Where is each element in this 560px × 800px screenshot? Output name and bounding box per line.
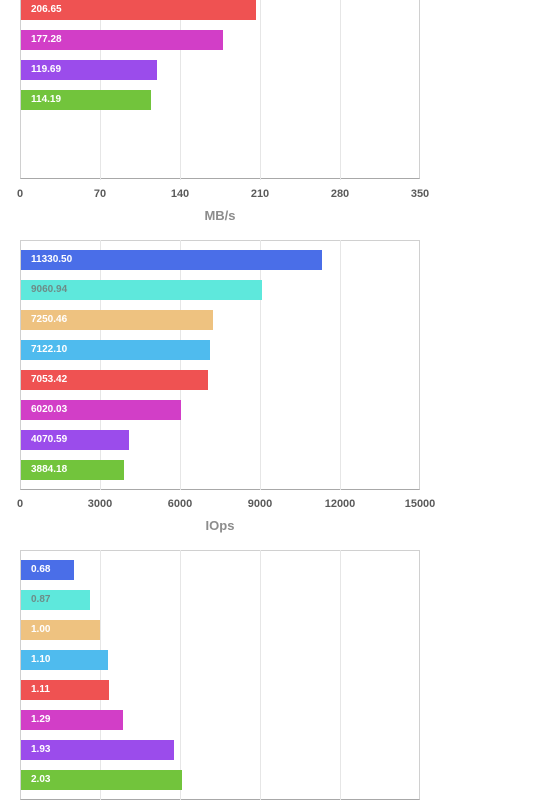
bar-value-label: 7250.46 — [31, 314, 68, 325]
bar-value-label: 2.03 — [31, 774, 51, 785]
bar — [21, 60, 157, 80]
bar-value-label: 119.69 — [31, 64, 62, 75]
bar-value-label: 0.87 — [31, 594, 51, 605]
bar-value-label: 3884.18 — [31, 464, 68, 475]
gridline — [340, 240, 341, 490]
bar-value-label: 177.28 — [31, 34, 62, 45]
bar-value-label: 114.19 — [31, 94, 62, 105]
bar-value-label: 1.00 — [31, 624, 51, 635]
x-tick-label: 15000 — [404, 498, 436, 510]
gridline — [180, 550, 181, 800]
bar — [21, 430, 129, 450]
x-axis-title-iops: IOps — [205, 518, 235, 533]
bar-value-label: 7053.42 — [31, 374, 68, 385]
bar — [21, 740, 175, 760]
bar — [21, 280, 262, 300]
chart-iops: 11330.50 9060.94 7250.46 7122.10 7053.42 6020… — [20, 240, 420, 490]
bar — [21, 460, 124, 480]
bar — [21, 650, 108, 670]
gridline — [260, 0, 261, 180]
bar-value-label: 1.29 — [31, 714, 51, 725]
chart-frame — [20, 0, 420, 179]
gridline — [100, 550, 101, 800]
bar-value-label: 4070.59 — [31, 434, 68, 445]
bar — [21, 620, 100, 640]
x-tick-label: 140 — [170, 188, 190, 200]
bar — [21, 0, 257, 20]
x-axis-title-throughput: MB/s — [204, 208, 236, 223]
bar — [21, 250, 323, 270]
chart-latency: 0.68 0.87 1.00 1.10 1.11 1.29 1.93 2.03 — [20, 550, 420, 800]
bar-value-label: 9060.94 — [31, 284, 68, 295]
x-tick-label: 350 — [410, 188, 430, 200]
bar-value-label: 1.11 — [31, 684, 50, 695]
bar — [21, 90, 151, 110]
bar — [21, 770, 183, 790]
bar — [21, 340, 210, 360]
bar-value-label: 7122.10 — [31, 344, 68, 355]
gridline — [180, 0, 181, 180]
x-tick-label: 0 — [16, 188, 24, 200]
gridline — [180, 240, 181, 490]
bar-value-label: 6020.03 — [31, 404, 68, 415]
chart-frame — [20, 240, 420, 490]
gridline — [340, 550, 341, 800]
bar-value-label: 11330.50 — [31, 254, 73, 265]
bar — [21, 30, 223, 50]
bar-value-label: 1.10 — [31, 654, 51, 665]
gridline — [260, 550, 261, 800]
x-tick-label: 6000 — [167, 498, 193, 510]
x-tick-label: 9000 — [247, 498, 273, 510]
gridline — [260, 240, 261, 490]
x-tick-label: 0 — [16, 498, 24, 510]
gridline — [340, 0, 341, 180]
x-tick-label: 12000 — [324, 498, 356, 510]
bar — [21, 310, 214, 330]
gridline — [100, 240, 101, 490]
bar — [21, 680, 109, 700]
bar-value-label: 0.68 — [31, 564, 51, 575]
chart-frame — [20, 550, 420, 800]
x-tick-label: 210 — [250, 188, 270, 200]
x-tick-label: 70 — [93, 188, 107, 200]
bar — [21, 370, 209, 390]
bar-value-label: 206.65 — [31, 4, 62, 15]
bar — [21, 400, 181, 420]
x-tick-label: 280 — [330, 188, 350, 200]
bar-value-label: 1.93 — [31, 744, 51, 755]
bar — [21, 590, 90, 610]
bar — [21, 710, 124, 730]
bar — [21, 560, 75, 580]
x-tick-label: 3000 — [87, 498, 113, 510]
